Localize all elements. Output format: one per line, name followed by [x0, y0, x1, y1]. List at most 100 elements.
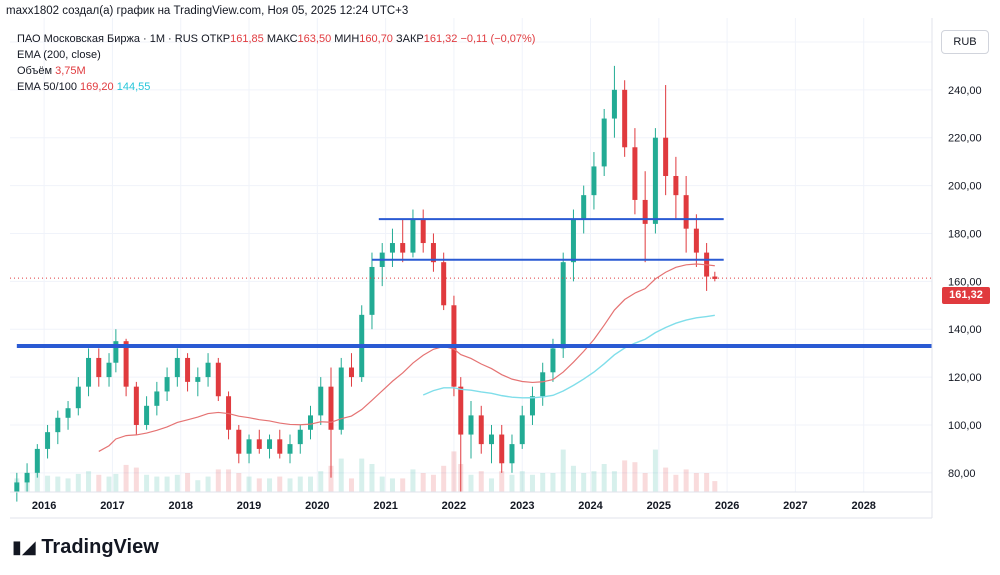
candle-body	[642, 199, 648, 224]
volume-bar	[45, 475, 51, 492]
volume-bar	[622, 460, 628, 492]
candle-body	[540, 372, 546, 397]
last-price-tag: 161,32	[942, 287, 990, 304]
volume-bar	[86, 471, 92, 492]
volume-bar	[297, 476, 303, 492]
candle-body	[65, 408, 71, 418]
ema100-line	[422, 314, 715, 399]
support-resistance-lines	[10, 218, 932, 348]
candle-body	[389, 243, 395, 253]
volume-bar	[55, 476, 61, 492]
volume-bar	[113, 473, 119, 492]
volume-bar	[632, 462, 638, 492]
candle-body	[96, 357, 102, 378]
volume-bar	[246, 476, 252, 492]
x-tick-label: 2026	[715, 500, 739, 512]
candle-body	[441, 262, 447, 306]
ema50-line	[98, 263, 715, 452]
volume-bar	[509, 474, 515, 492]
volume-bar	[540, 473, 546, 492]
candle-body	[663, 137, 669, 176]
candle-body	[529, 396, 535, 416]
candle-body	[205, 362, 211, 378]
tv-logo-icon: ▮◢	[12, 537, 36, 557]
x-tick-label: 2016	[32, 500, 56, 512]
candle-body	[185, 357, 191, 382]
candle-body	[338, 367, 344, 430]
x-tick-label: 2022	[442, 500, 466, 512]
candle-body	[509, 444, 515, 464]
candle-body	[611, 89, 617, 119]
volume-legend[interactable]: Объём 3,75M	[17, 65, 86, 77]
volume-bar	[601, 464, 607, 492]
volume-bar	[154, 476, 160, 492]
volume-bar	[400, 478, 406, 492]
candle-body	[570, 219, 576, 263]
change: −0,11 (−0,07%)	[460, 33, 536, 45]
candle-body	[328, 386, 334, 430]
candle-body	[550, 348, 556, 373]
volume-bar	[519, 471, 525, 492]
y-tick-label: 120,00	[948, 372, 982, 384]
symbol-line: ПАО Московская Биржа · 1М · RUS ОТКР161,…	[17, 33, 536, 45]
candle-body	[55, 417, 61, 433]
volume-bar	[256, 478, 262, 492]
candle-body	[256, 439, 262, 449]
candles	[14, 65, 718, 502]
volume-bar	[348, 478, 354, 492]
volume-bar	[550, 473, 556, 492]
candle-body	[123, 341, 129, 387]
volume-bar	[174, 474, 180, 492]
candle-body	[297, 429, 303, 445]
candle-body	[632, 147, 638, 200]
x-tick-label: 2025	[647, 500, 671, 512]
volume-bar	[683, 469, 689, 492]
y-tick-label: 160,00	[948, 276, 982, 288]
candle-body	[195, 377, 201, 382]
tradingview-logo[interactable]: ▮◢ TradingView	[12, 536, 159, 558]
candle-body	[622, 89, 628, 148]
candle-body	[601, 118, 607, 167]
volume-bar	[205, 476, 211, 492]
candle-body	[430, 243, 436, 263]
candle-body	[410, 219, 416, 253]
volume-bar	[570, 465, 576, 492]
symbol: ПАО Московская Биржа · 1М · RUS	[17, 33, 198, 45]
x-tick-label: 2020	[305, 500, 329, 512]
volume-bar	[611, 471, 617, 492]
volume-bar	[75, 473, 81, 492]
currency-button[interactable]: RUB	[941, 30, 989, 54]
x-tick-label: 2021	[373, 500, 397, 512]
candle-body	[499, 434, 505, 464]
candle-body	[400, 243, 406, 253]
volume-bar	[529, 474, 535, 492]
candle-body	[318, 386, 324, 416]
volume-bar	[144, 474, 150, 492]
volume-bar	[581, 473, 587, 492]
volume-bar	[499, 471, 505, 492]
candle-body	[652, 137, 658, 224]
volume-bar	[308, 476, 314, 492]
candle-body	[174, 357, 180, 378]
ema-lines	[98, 263, 715, 452]
volume-bar	[673, 474, 679, 492]
candle-body	[591, 166, 597, 196]
volume-bar	[215, 469, 221, 492]
candle-body	[246, 439, 252, 454]
candle-body	[154, 391, 160, 406]
candle-body	[683, 195, 689, 229]
candle-body	[14, 482, 20, 492]
ema200-legend[interactable]: EMA (200, close)	[17, 49, 101, 61]
volume-bar	[642, 473, 648, 492]
candle-body	[560, 262, 566, 349]
x-tick-label: 2028	[851, 500, 875, 512]
volume-bar	[359, 458, 365, 492]
candle-body	[144, 405, 150, 425]
volume-bar	[96, 474, 102, 492]
volume-bar	[226, 469, 232, 492]
candle-body	[488, 434, 494, 445]
volume-bar	[652, 449, 658, 492]
ema-legend[interactable]: EMA 50/100 169,20 144,55	[17, 81, 151, 93]
volume-bar	[389, 478, 395, 492]
